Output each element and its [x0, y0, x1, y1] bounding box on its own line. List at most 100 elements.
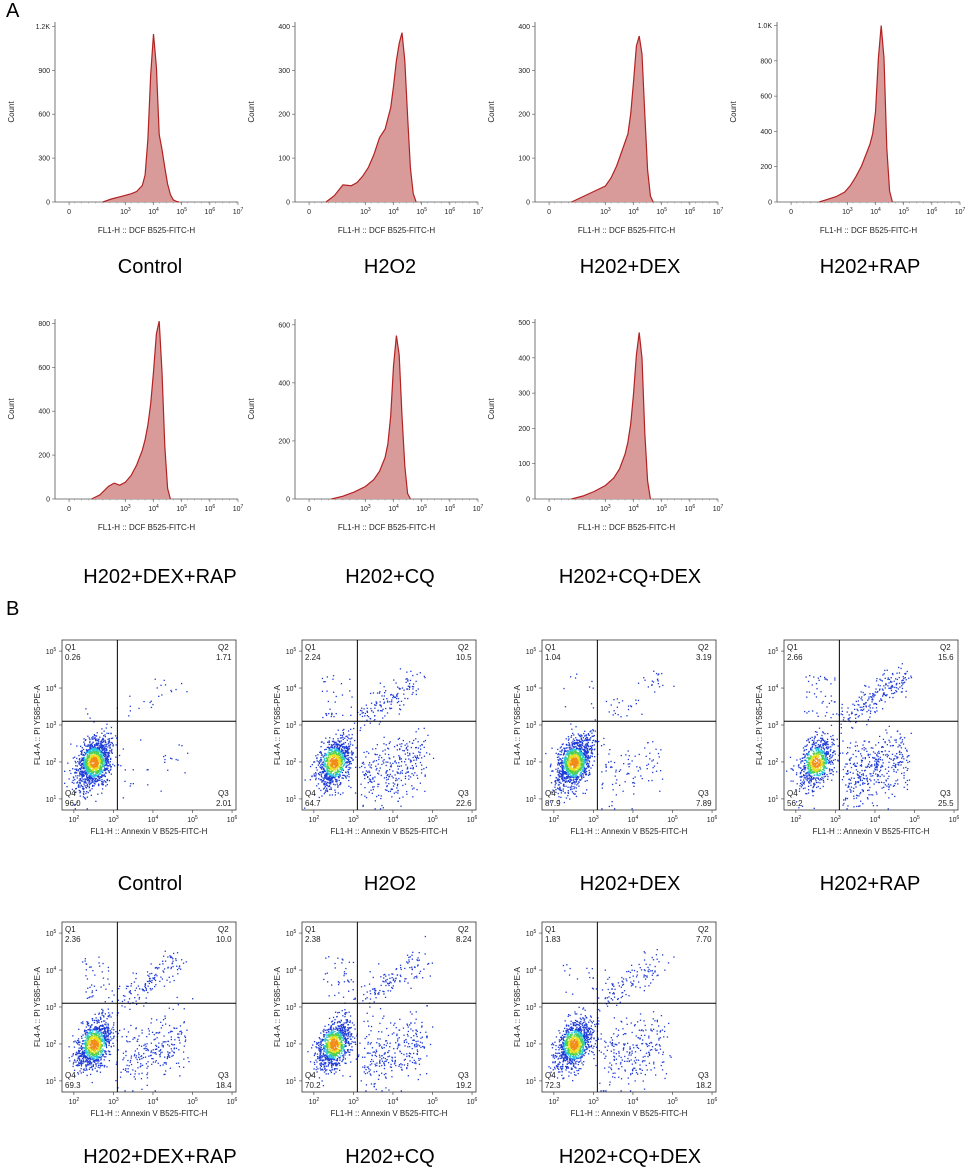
scatter-point — [94, 745, 96, 748]
scatter-point — [392, 777, 394, 779]
scatter-point — [333, 752, 335, 755]
scatter-point — [398, 797, 401, 799]
scatter-point — [95, 757, 97, 759]
scatter-point — [594, 719, 596, 721]
scatter-point — [81, 751, 83, 753]
scatter-point — [567, 774, 569, 776]
scatter-point — [582, 762, 585, 764]
scatter-point — [564, 706, 567, 708]
scatter-point — [587, 754, 589, 757]
scatter-point — [625, 754, 627, 756]
scatter-point — [339, 758, 341, 760]
scatter-point — [587, 759, 589, 761]
scatter-point — [81, 774, 84, 776]
scatter-point — [332, 774, 335, 776]
scatter-point — [347, 748, 349, 750]
scatter-point — [574, 783, 576, 785]
scatter-point — [400, 765, 402, 767]
scatter-point — [421, 764, 423, 766]
scatter-point — [346, 750, 348, 752]
scatter-point — [96, 740, 98, 742]
scatter-point — [583, 766, 586, 769]
scatter-point — [324, 763, 326, 765]
scatter-point — [120, 765, 122, 767]
scatter-point — [315, 767, 317, 769]
scatter-point — [332, 776, 334, 778]
scatter-point — [862, 783, 864, 785]
scatter-point — [652, 771, 654, 774]
scatter-point — [374, 800, 376, 802]
scatter-point — [361, 707, 363, 709]
tick-label: 106 — [707, 815, 718, 824]
scatter-point — [351, 750, 353, 752]
scatter-point — [101, 744, 103, 746]
y-tick-label: 500 — [518, 320, 530, 327]
scatter-point — [335, 713, 337, 715]
scatter-point — [566, 777, 569, 779]
scatter-point — [323, 764, 325, 766]
scatter-point — [365, 704, 367, 706]
scatter-point — [573, 780, 575, 783]
scatter-point — [326, 765, 328, 767]
scatter-point — [337, 763, 340, 766]
scatter-point — [555, 782, 557, 784]
scatter-point — [332, 743, 334, 746]
scatter-point — [79, 758, 81, 760]
scatter-point — [100, 745, 103, 747]
scatter-point — [381, 763, 383, 766]
scatter-point — [646, 764, 648, 766]
scatter-point — [404, 783, 407, 785]
scatter-point — [561, 767, 564, 770]
scatter-point — [577, 763, 579, 765]
scatter-point — [575, 764, 577, 766]
scatter-point — [387, 761, 389, 763]
scatter-point — [328, 763, 330, 765]
scatter-point — [321, 780, 323, 782]
scatter-point — [578, 781, 580, 783]
scatter-point — [361, 710, 363, 712]
scatter-point — [568, 747, 570, 749]
scatter-point — [341, 760, 343, 762]
scatter-point — [326, 775, 328, 777]
scatter-point — [347, 760, 350, 762]
scatter-point — [857, 781, 860, 783]
scatter-point — [565, 771, 567, 774]
scatter-point — [81, 772, 83, 774]
scatter-point — [337, 763, 339, 766]
scatter-point — [91, 750, 93, 752]
scatter-point — [905, 696, 907, 698]
scatter-point — [337, 752, 340, 754]
scatter-point — [100, 743, 102, 745]
scatter-point — [576, 763, 578, 765]
scatter-point — [71, 781, 73, 784]
scatter-point — [101, 753, 104, 755]
scatter-point — [89, 781, 91, 783]
scatter-point — [614, 712, 616, 715]
scatter-point — [88, 750, 90, 753]
scatter-point — [370, 789, 372, 791]
scatter-point — [617, 714, 619, 716]
scatter-point — [99, 746, 102, 748]
scatter-point — [574, 742, 576, 744]
scatter-point — [93, 782, 95, 785]
scatter-point — [350, 714, 352, 716]
scatter-point — [345, 735, 347, 738]
scatter-point — [93, 785, 95, 787]
scatter-point — [394, 774, 396, 776]
scatter-point — [574, 786, 576, 788]
scatter-point — [577, 757, 579, 759]
scatter-point — [571, 782, 574, 785]
scatter-point — [563, 785, 565, 787]
tick-label: 105 — [416, 207, 427, 216]
scatter-point — [581, 763, 583, 765]
scatter-point — [562, 762, 565, 765]
scatter-point — [335, 768, 337, 770]
scatter-point — [412, 752, 414, 754]
scatter-point — [598, 740, 600, 743]
scatter-point — [178, 744, 180, 746]
scatter-point — [332, 755, 334, 757]
scatter-point — [562, 753, 565, 755]
scatter-point — [93, 751, 95, 753]
scatter-point — [377, 772, 379, 774]
scatter-point — [116, 737, 118, 739]
